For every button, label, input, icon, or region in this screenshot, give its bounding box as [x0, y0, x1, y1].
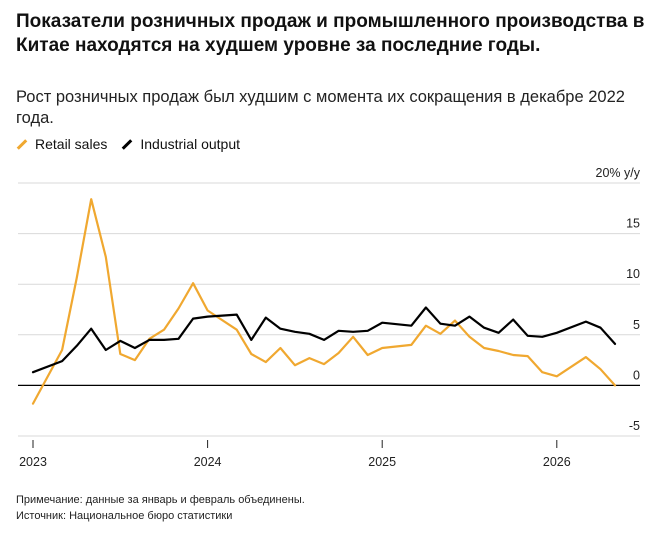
y-tick-label-4: 0	[633, 368, 640, 382]
footnote: Примечание: данные за январь и февраль о…	[16, 494, 305, 506]
y-tick-label-2: 10	[626, 267, 640, 281]
x-tick-label-2: 2025	[368, 455, 396, 469]
x-tick-label-0: 2023	[19, 455, 47, 469]
series-line-industrial-output	[31, 306, 617, 374]
chart-subtitle: Рост розничных продаж был худшим с момен…	[16, 88, 625, 127]
y-tick-label-0: 20% y/y	[596, 166, 641, 180]
legend-label-industrial-output: Industrial output	[140, 136, 240, 152]
chart-title: Показатели розничных продаж и промышленн…	[16, 11, 645, 56]
y-tick-label-3: 5	[633, 318, 640, 332]
x-tick-label-1: 2024	[194, 455, 222, 469]
source-note: Источник: Национальное бюро статистики	[16, 510, 233, 522]
y-tick-label-5: -5	[629, 419, 640, 433]
series-line-retail-sales	[31, 198, 617, 405]
legend-label-retail-sales: Retail sales	[35, 136, 108, 152]
y-tick-label-1: 15	[626, 217, 640, 231]
legend: Retail sales Industrial output	[16, 136, 254, 152]
x-tick-label-3: 2026	[543, 455, 571, 469]
legend-item-industrial-output: Industrial output	[121, 136, 240, 152]
legend-item-retail-sales: Retail sales	[16, 136, 107, 152]
